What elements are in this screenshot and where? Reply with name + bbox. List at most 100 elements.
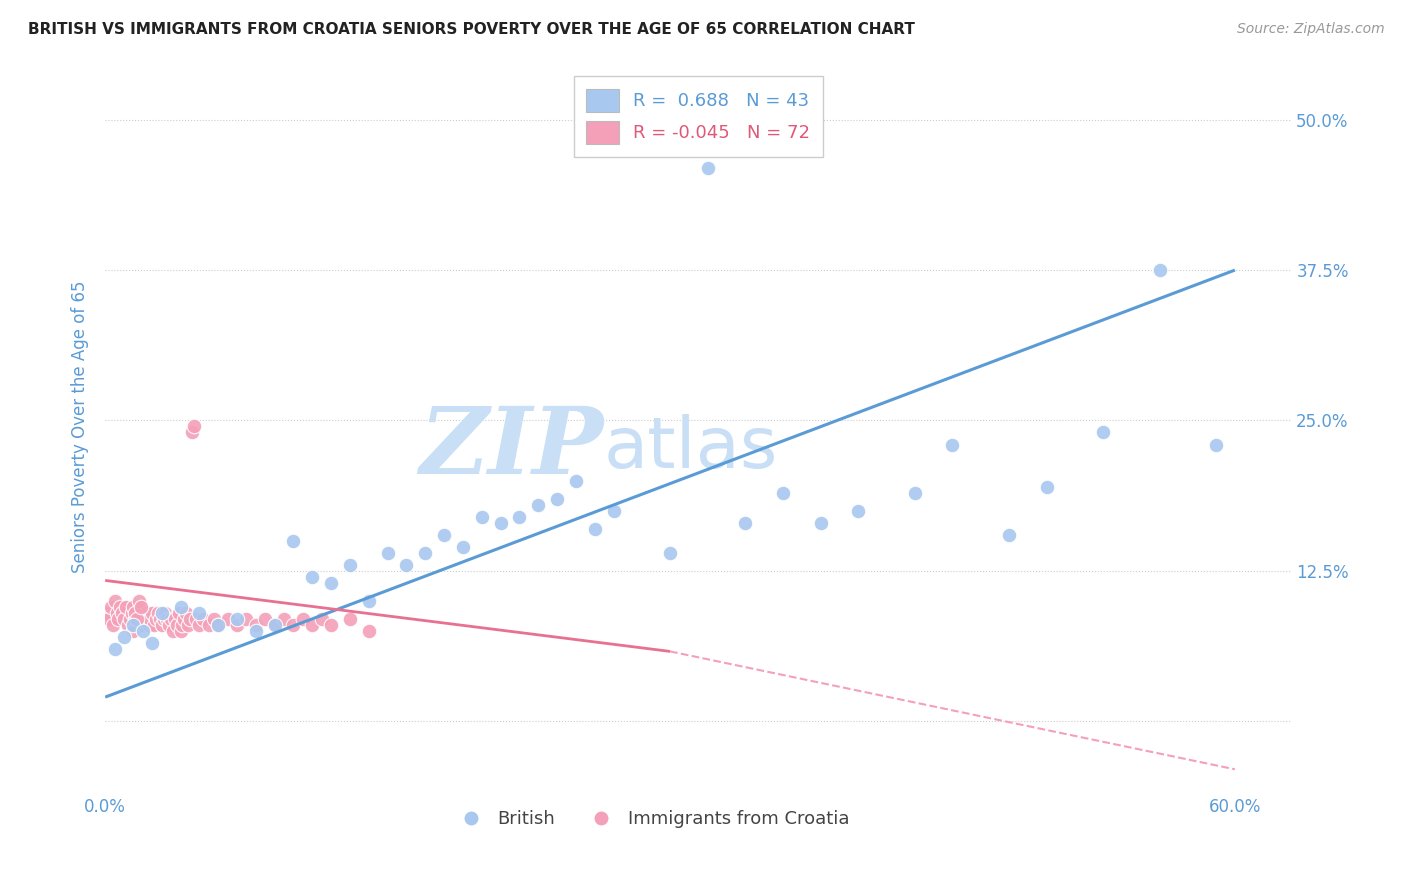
Y-axis label: Seniors Poverty Over the Age of 65: Seniors Poverty Over the Age of 65 <box>72 280 89 573</box>
Point <box>226 612 249 626</box>
Point <box>143 618 166 632</box>
Point <box>169 624 191 638</box>
Point <box>98 612 121 626</box>
Point <box>245 618 267 632</box>
Point <box>184 612 207 626</box>
Point <box>188 606 211 620</box>
Point <box>217 612 239 626</box>
Point <box>1092 425 1115 440</box>
Point <box>124 612 146 626</box>
Point <box>169 599 191 614</box>
Point <box>117 618 139 632</box>
Point <box>941 437 963 451</box>
Point <box>301 618 323 632</box>
Point <box>235 612 257 626</box>
Point <box>263 618 285 632</box>
Text: Source: ZipAtlas.com: Source: ZipAtlas.com <box>1237 22 1385 37</box>
Point <box>149 612 172 626</box>
Point <box>565 474 588 488</box>
Point <box>207 618 229 632</box>
Point <box>772 485 794 500</box>
Point <box>146 606 169 620</box>
Point <box>138 618 160 632</box>
Point <box>433 527 456 541</box>
Point <box>904 485 927 500</box>
Point <box>141 606 163 620</box>
Point <box>112 630 135 644</box>
Point <box>254 612 277 626</box>
Point <box>377 546 399 560</box>
Point <box>132 624 155 638</box>
Point <box>191 612 214 626</box>
Point <box>188 618 211 632</box>
Point <box>128 599 150 614</box>
Point <box>122 618 145 632</box>
Point <box>197 618 219 632</box>
Point <box>157 618 180 632</box>
Point <box>152 612 174 626</box>
Point <box>156 612 179 626</box>
Point <box>1149 263 1171 277</box>
Point <box>659 546 682 560</box>
Point <box>810 516 832 530</box>
Point <box>321 575 343 590</box>
Point <box>527 498 550 512</box>
Point <box>180 425 202 440</box>
Point <box>135 606 157 620</box>
Point <box>846 504 869 518</box>
Point <box>167 606 190 620</box>
Point <box>100 599 122 614</box>
Point <box>583 522 606 536</box>
Point <box>602 504 624 518</box>
Point <box>207 618 229 632</box>
Point <box>301 570 323 584</box>
Point <box>141 636 163 650</box>
Point <box>172 618 194 632</box>
Point <box>122 624 145 638</box>
Point <box>145 612 167 626</box>
Point <box>162 624 184 638</box>
Point <box>128 594 150 608</box>
Legend: British, Immigrants from Croatia: British, Immigrants from Croatia <box>446 803 856 836</box>
Point <box>132 618 155 632</box>
Point <box>129 612 152 626</box>
Point <box>139 612 162 626</box>
Text: ZIP: ZIP <box>419 403 603 493</box>
Point <box>357 594 380 608</box>
Point <box>339 612 361 626</box>
Point <box>508 509 530 524</box>
Point <box>489 516 512 530</box>
Point <box>283 533 305 548</box>
Point <box>183 419 205 434</box>
Text: atlas: atlas <box>603 414 778 483</box>
Point <box>107 612 129 626</box>
Point <box>121 606 143 620</box>
Point <box>311 612 333 626</box>
Point <box>734 516 756 530</box>
Point <box>321 618 343 632</box>
Point <box>245 624 267 638</box>
Point <box>150 618 173 632</box>
Point <box>202 612 225 626</box>
Point <box>129 599 152 614</box>
Point <box>263 618 285 632</box>
Point <box>291 612 314 626</box>
Point <box>127 606 149 620</box>
Point <box>413 546 436 560</box>
Point <box>104 594 127 608</box>
Point <box>546 491 568 506</box>
Point <box>112 612 135 626</box>
Point <box>155 606 177 620</box>
Point <box>395 558 418 572</box>
Point <box>174 606 197 620</box>
Point <box>166 618 188 632</box>
Point <box>104 642 127 657</box>
Point <box>273 612 295 626</box>
Point <box>110 599 132 614</box>
Point <box>339 558 361 572</box>
Point <box>115 599 138 614</box>
Point <box>357 624 380 638</box>
Point <box>1205 437 1227 451</box>
Point <box>122 599 145 614</box>
Point <box>134 612 156 626</box>
